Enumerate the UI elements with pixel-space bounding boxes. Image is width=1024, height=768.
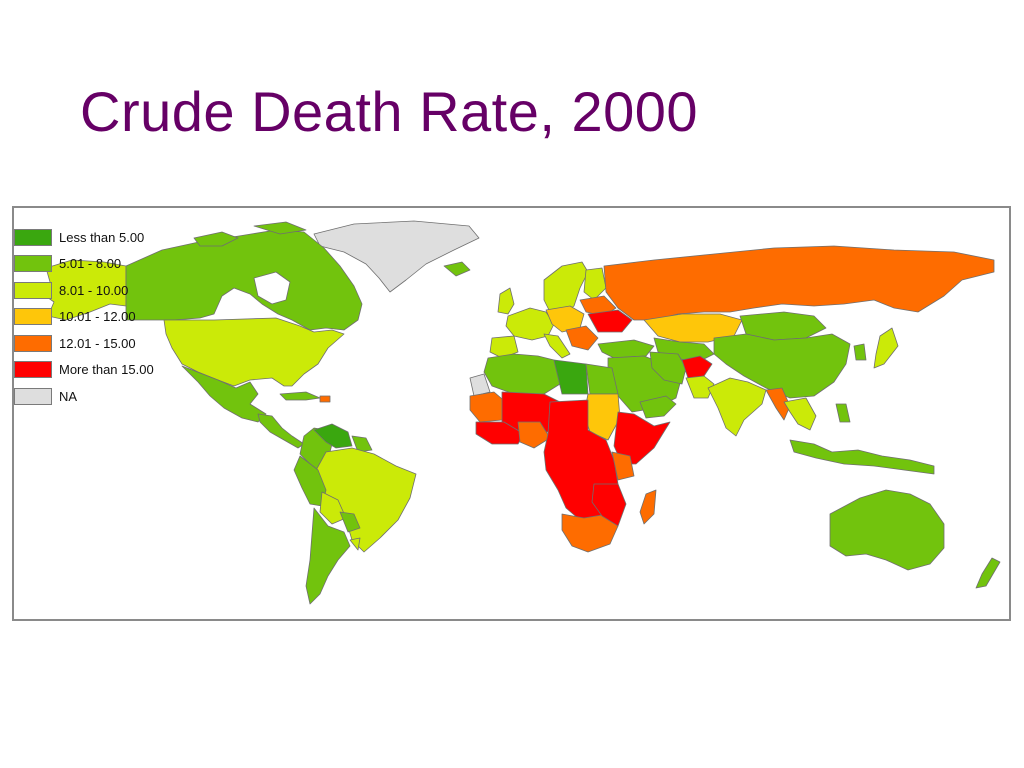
region-myanmar: [765, 387, 791, 421]
region-uruguay: [349, 537, 361, 551]
region-arctic-islands: [193, 221, 307, 247]
region-venezuela: [313, 423, 353, 449]
region-iceland: [443, 261, 471, 277]
region-japan: [873, 327, 899, 369]
legend-swatch-8to10: [14, 281, 52, 299]
region-new-zealand: [975, 557, 1001, 589]
region-se-asia: [783, 397, 817, 431]
legend-label-12to15: 12.01 - 15.00: [59, 335, 136, 351]
legend-label-na: NA: [59, 388, 78, 404]
legend-item-lt5: Less than 5.00: [14, 224, 154, 251]
region-turkey: [597, 339, 655, 359]
region-haiti: [319, 395, 331, 403]
region-guinea-coast: [475, 421, 525, 445]
region-western-sahara: [469, 373, 491, 397]
region-scandinavia: [543, 261, 589, 317]
region-ghana-nigeria: [517, 421, 551, 449]
region-guianas: [351, 435, 373, 453]
region-zimbabwe-mozambique: [591, 483, 627, 527]
region-philippines: [835, 403, 851, 423]
world-map: [39, 220, 1001, 605]
slide-title: Crude Death Rate, 2000: [80, 80, 699, 143]
region-ukraine: [587, 309, 633, 333]
legend-label-8to10: 8.01 - 10.00: [59, 282, 129, 298]
legend-label-lt5: Less than 5.00: [59, 229, 145, 245]
map-frame: [12, 206, 1011, 621]
legend-item-gt15: More than 15.00: [14, 357, 154, 384]
legend-swatch-5to8: [14, 255, 52, 273]
region-australia: [829, 489, 945, 571]
region-indonesia: [789, 439, 935, 475]
hudson-bay: [253, 271, 291, 305]
legend-item-12to15: 12.01 - 15.00: [14, 330, 154, 357]
region-maghreb: [483, 353, 561, 395]
region-central-america: [257, 413, 305, 449]
region-greenland: [313, 220, 480, 293]
legend-swatch-lt5: [14, 228, 52, 246]
region-afghanistan: [681, 355, 713, 379]
region-finland: [583, 267, 607, 301]
region-bolivia: [319, 491, 347, 525]
legend-label-5to8: 5.01 - 8.00: [59, 256, 122, 272]
region-caribbean: [279, 391, 321, 401]
region-kenya: [611, 451, 635, 481]
region-uk: [497, 287, 515, 315]
region-balkans: [565, 325, 599, 351]
legend-swatch-12to15: [14, 334, 52, 352]
region-peru: [293, 455, 327, 507]
region-italy: [543, 333, 571, 359]
region-libya: [553, 359, 589, 395]
region-paraguay: [339, 511, 361, 533]
region-oman-yemen: [639, 395, 677, 419]
region-russia: [603, 245, 995, 321]
legend-swatch-na: [14, 387, 52, 405]
region-southern-africa: [561, 513, 619, 553]
region-india: [707, 377, 767, 437]
region-iran: [649, 351, 687, 385]
region-china: [713, 333, 851, 399]
legend-label-gt15: More than 15.00: [59, 362, 154, 378]
legend-label-10to12: 10.01 - 12.00: [59, 309, 136, 325]
region-usa: [163, 317, 345, 387]
legend-swatch-gt15: [14, 361, 52, 379]
legend-swatch-10to12: [14, 308, 52, 326]
legend-item-5to8: 5.01 - 8.00: [14, 251, 154, 278]
region-mexico: [181, 365, 267, 423]
region-southern-cone: [305, 507, 351, 605]
region-ethiopia-somalia: [613, 411, 671, 465]
region-madagascar: [639, 489, 657, 525]
map-legend: Less than 5.00 5.01 - 8.00 8.01 - 10.00 …: [14, 224, 154, 410]
region-korea: [853, 343, 867, 361]
legend-item-na: NA: [14, 383, 154, 410]
legend-item-10to12: 10.01 - 12.00: [14, 304, 154, 331]
legend-item-8to10: 8.01 - 10.00: [14, 277, 154, 304]
